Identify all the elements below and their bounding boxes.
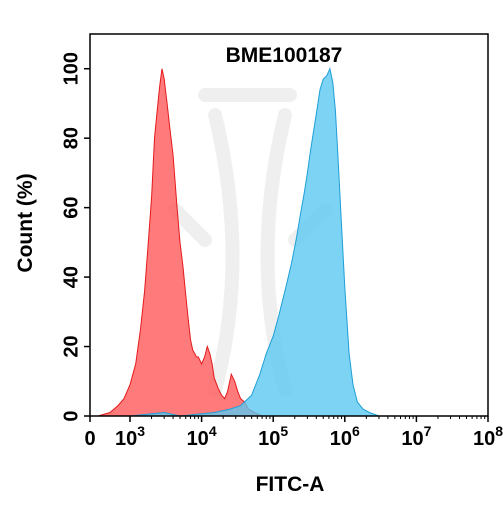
- x-tick-label: 107: [401, 423, 431, 450]
- y-tick-label: 100: [60, 52, 82, 85]
- y-axis-title: Count (%): [14, 173, 37, 272]
- y-tick-label: 60: [60, 197, 82, 219]
- series-2-area: [130, 68, 488, 416]
- series-1-area: [90, 68, 263, 416]
- y-tick-label: 80: [60, 127, 82, 149]
- y-tick-label: 40: [60, 266, 82, 288]
- chart-title: BME100187: [226, 44, 343, 67]
- x-tick-label: 105: [258, 423, 288, 450]
- y-tick-label: 20: [60, 335, 82, 357]
- y-tick-label: 0: [60, 410, 82, 421]
- series-2-line: [129, 67, 488, 417]
- plot-frame: [89, 33, 489, 417]
- x-tick-label: 108: [473, 423, 503, 450]
- x-axis-title: FITC-A: [256, 473, 325, 496]
- x-tick-label: 106: [330, 423, 360, 450]
- series-1-line: [89, 68, 263, 417]
- x-tick-label: 103: [115, 423, 145, 450]
- x-tick-label: 104: [187, 423, 217, 450]
- x-tick-label: 0: [84, 428, 95, 450]
